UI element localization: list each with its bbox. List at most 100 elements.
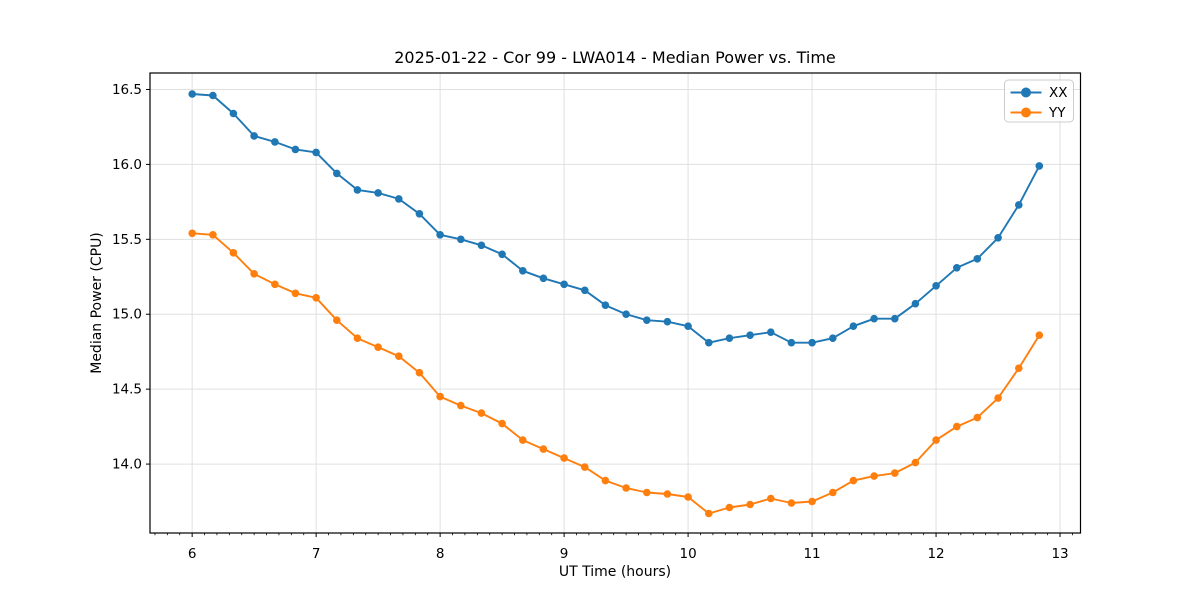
chart-title: 2025-01-22 - Cor 99 - LWA014 - Median Po… [394,48,836,67]
data-point [209,231,217,239]
series-xx [188,90,1044,347]
data-point [457,235,465,244]
grid-layer [150,73,1081,533]
data-point [849,322,858,331]
data-point [374,343,382,352]
data-point [622,484,630,492]
data-point [746,331,754,340]
x-tick-label: 13 [1051,546,1068,562]
y-tick-label: 16.5 [112,82,142,98]
data-point [229,249,238,257]
data-point [994,234,1002,242]
data-point [870,314,878,323]
legend-marker-xx-icon [1021,87,1031,98]
data-point [808,497,816,506]
data-point [663,490,672,498]
data-point [663,317,672,326]
data-point [560,454,568,462]
data-point [539,445,548,453]
data-point [973,413,982,422]
y-tick-label: 14.5 [112,382,142,398]
x-tick-label: 9 [560,546,569,562]
x-tick-label: 12 [927,546,944,562]
data-point [684,493,692,501]
data-point [229,109,238,118]
data-point [395,195,403,203]
data-point [560,280,568,289]
axes-frame [149,72,1082,534]
data-point [539,274,548,283]
data-point [767,494,775,503]
data-point [1035,162,1044,170]
data-point [333,169,341,178]
data-point [250,132,258,140]
data-point [601,476,610,485]
data-point [705,509,713,518]
data-point [477,409,486,417]
data-point [932,436,940,444]
data-point [457,401,465,410]
data-point [312,294,320,302]
data-point [622,310,630,319]
data-point [746,500,754,509]
tick-layer: 6 7 8 9 10 11 12 13 14.0 14.5 15.0 15.5 16.0 16.5 [112,82,1073,562]
data-point [291,289,300,298]
data-point [436,231,444,239]
data-point [1015,364,1023,373]
data-point [849,476,858,485]
legend-label-xx: XX [1049,85,1068,101]
data-point [787,338,796,347]
data-point [953,422,961,431]
data-point [932,282,940,290]
y-tick-label: 15.0 [112,307,142,323]
data-point [250,270,258,278]
x-axis-label: UT Time (hours) [559,564,671,580]
data-point [312,148,320,157]
data-point [911,299,920,308]
series-yy [188,229,1044,518]
data-point [498,419,506,428]
series-line-xx [191,93,1041,344]
data-point [829,334,837,343]
data-point [519,267,527,275]
x-tick-label: 11 [803,546,820,562]
data-point [705,338,713,347]
data-point [643,316,651,325]
data-point [787,499,796,507]
data-point [1035,331,1044,340]
data-point [891,469,899,477]
data-point [891,314,899,323]
x-tick-label: 10 [679,546,696,562]
data-point [870,472,878,480]
data-point [973,254,982,263]
series-line-yy [191,232,1041,515]
data-point [808,338,816,347]
data-point [188,90,196,98]
data-point [498,250,506,259]
data-point [725,503,734,512]
data-point [333,316,341,325]
data-point [271,138,279,146]
data-point [353,186,362,194]
y-tick-label: 14.0 [112,457,142,473]
data-point [209,91,217,100]
x-tick-label: 7 [312,546,321,562]
x-tick-label: 8 [436,546,445,562]
data-point [581,463,589,471]
data-point [684,322,692,331]
data-point [353,334,362,343]
data-point [601,301,610,310]
data-point [415,368,424,377]
data-point [436,392,444,401]
data-point [829,488,837,497]
data-point [188,229,196,238]
data-point [415,210,424,218]
y-tick-label: 15.5 [112,232,142,248]
data-point [374,189,382,197]
data-point [994,394,1002,402]
data-point [477,241,486,250]
x-tick-label: 6 [188,546,197,562]
data-point [581,286,589,295]
